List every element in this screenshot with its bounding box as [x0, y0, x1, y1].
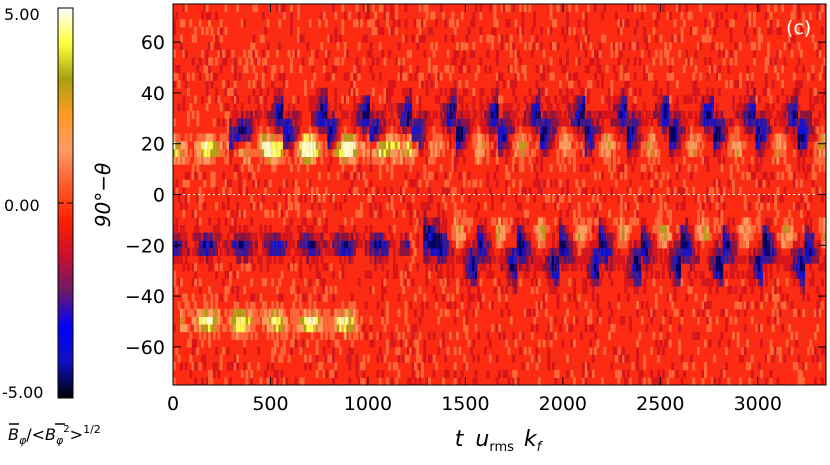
colorbar-label: Bφ/<Bφ2>1/2 [8, 423, 101, 447]
colorbar-tick-label-max: 5.00 [4, 5, 40, 24]
heatmap-panel: (c) [173, 4, 829, 386]
colorbar-tick-label-min: -5.00 [2, 383, 43, 402]
colorbar-tick-label-mid: 0.00 [4, 196, 40, 215]
colorbar: 5.00 0.00 -5.00 Bφ/<Bφ2>1/2 [2, 5, 101, 447]
